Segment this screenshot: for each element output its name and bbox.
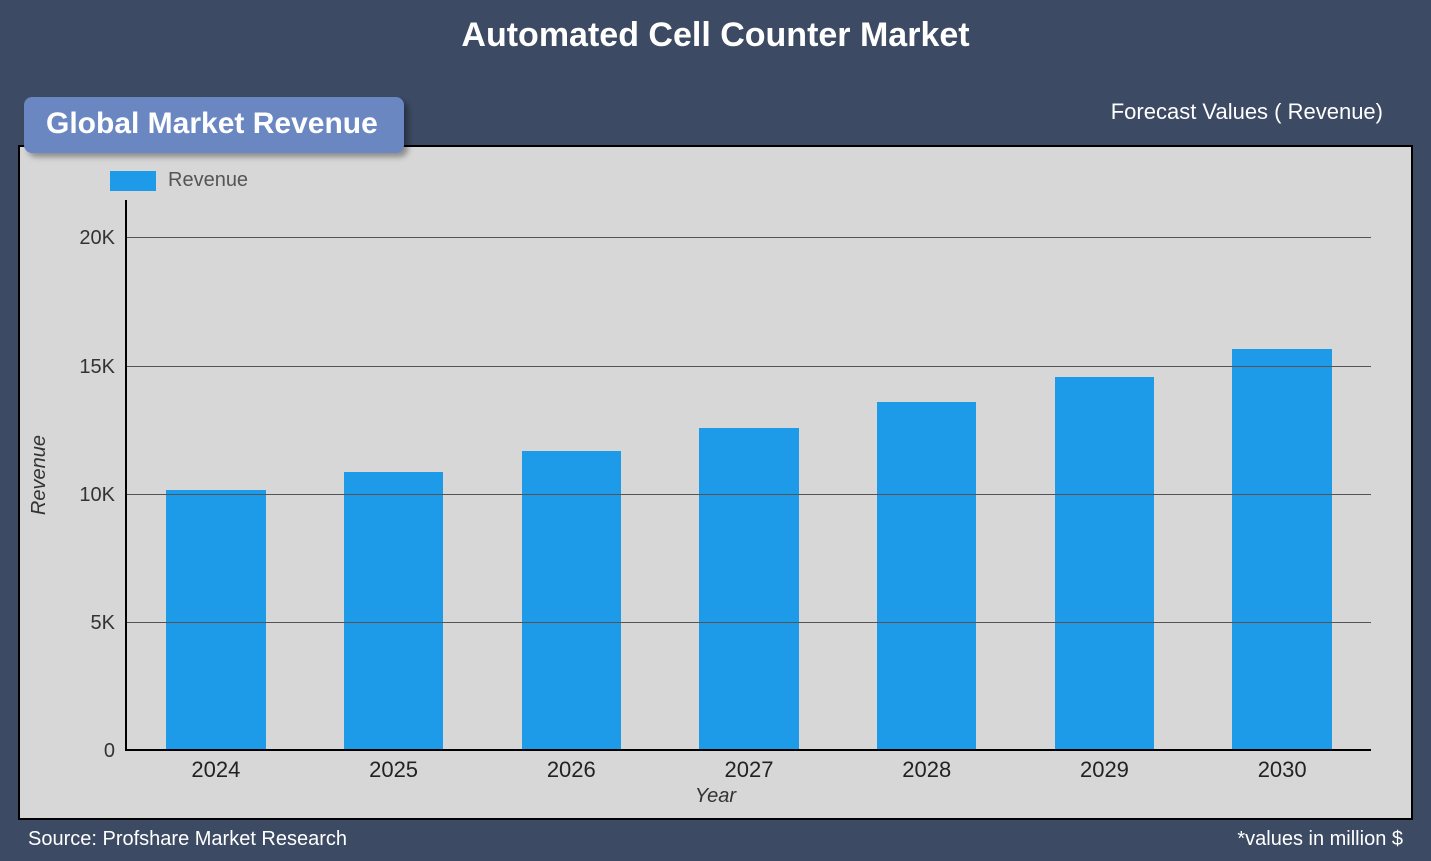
plot-area [125,200,1371,751]
plot-wrap: Revenue 20K15K10K5K0 [20,192,1411,751]
source-text: Source: Profshare Market Research [28,828,347,851]
x-axis-title: Year [20,783,1411,818]
x-axis-baseline [127,749,1371,751]
gridline [127,237,1371,238]
bar-slot [127,200,305,751]
gridline [127,366,1371,367]
bar [1055,377,1155,751]
x-tick-label: 2029 [1016,757,1194,783]
x-axis-spacer-right [1371,751,1411,783]
bar-slot [660,200,838,751]
bar [699,428,799,751]
gridline [127,494,1371,495]
footer-row: Source: Profshare Market Research *value… [18,820,1413,851]
header-row: Global Market Revenue Forecast Values ( … [18,71,1413,127]
gridline [127,622,1371,623]
bar [1232,349,1332,751]
bar-slot [1193,200,1371,751]
x-axis-ticks: 2024202520262027202820292030 [127,751,1371,783]
x-tick-label: 2026 [482,757,660,783]
y-axis-ticks: 20K15K10K5K0 [65,200,125,751]
y-axis-title: Revenue [20,435,65,515]
bars-container [127,200,1371,751]
subtitle-badge: Global Market Revenue [24,97,404,153]
bar-slot [305,200,483,751]
chart-legend: Revenue [20,147,1411,192]
main-title: Automated Cell Counter Market [18,12,1413,71]
footnote-text: *values in million $ [1237,828,1403,851]
x-tick-label: 2025 [305,757,483,783]
legend-swatch [110,171,156,191]
x-tick-label: 2024 [127,757,305,783]
bar [344,472,444,751]
bar [877,402,977,751]
legend-label: Revenue [168,169,248,192]
x-axis-row: 2024202520262027202820292030 [20,751,1411,783]
bar-slot [1016,200,1194,751]
bar [166,490,266,751]
forecast-label: Forecast Values ( Revenue) [1111,99,1413,127]
chart-card: Revenue Revenue 20K15K10K5K0 20242025202… [18,145,1413,820]
x-tick-label: 2027 [660,757,838,783]
x-tick-label: 2028 [838,757,1016,783]
x-tick-label: 2030 [1193,757,1371,783]
page-root: Automated Cell Counter Market Global Mar… [0,0,1431,861]
bar-slot [482,200,660,751]
bar-slot [838,200,1016,751]
bar [522,451,622,751]
